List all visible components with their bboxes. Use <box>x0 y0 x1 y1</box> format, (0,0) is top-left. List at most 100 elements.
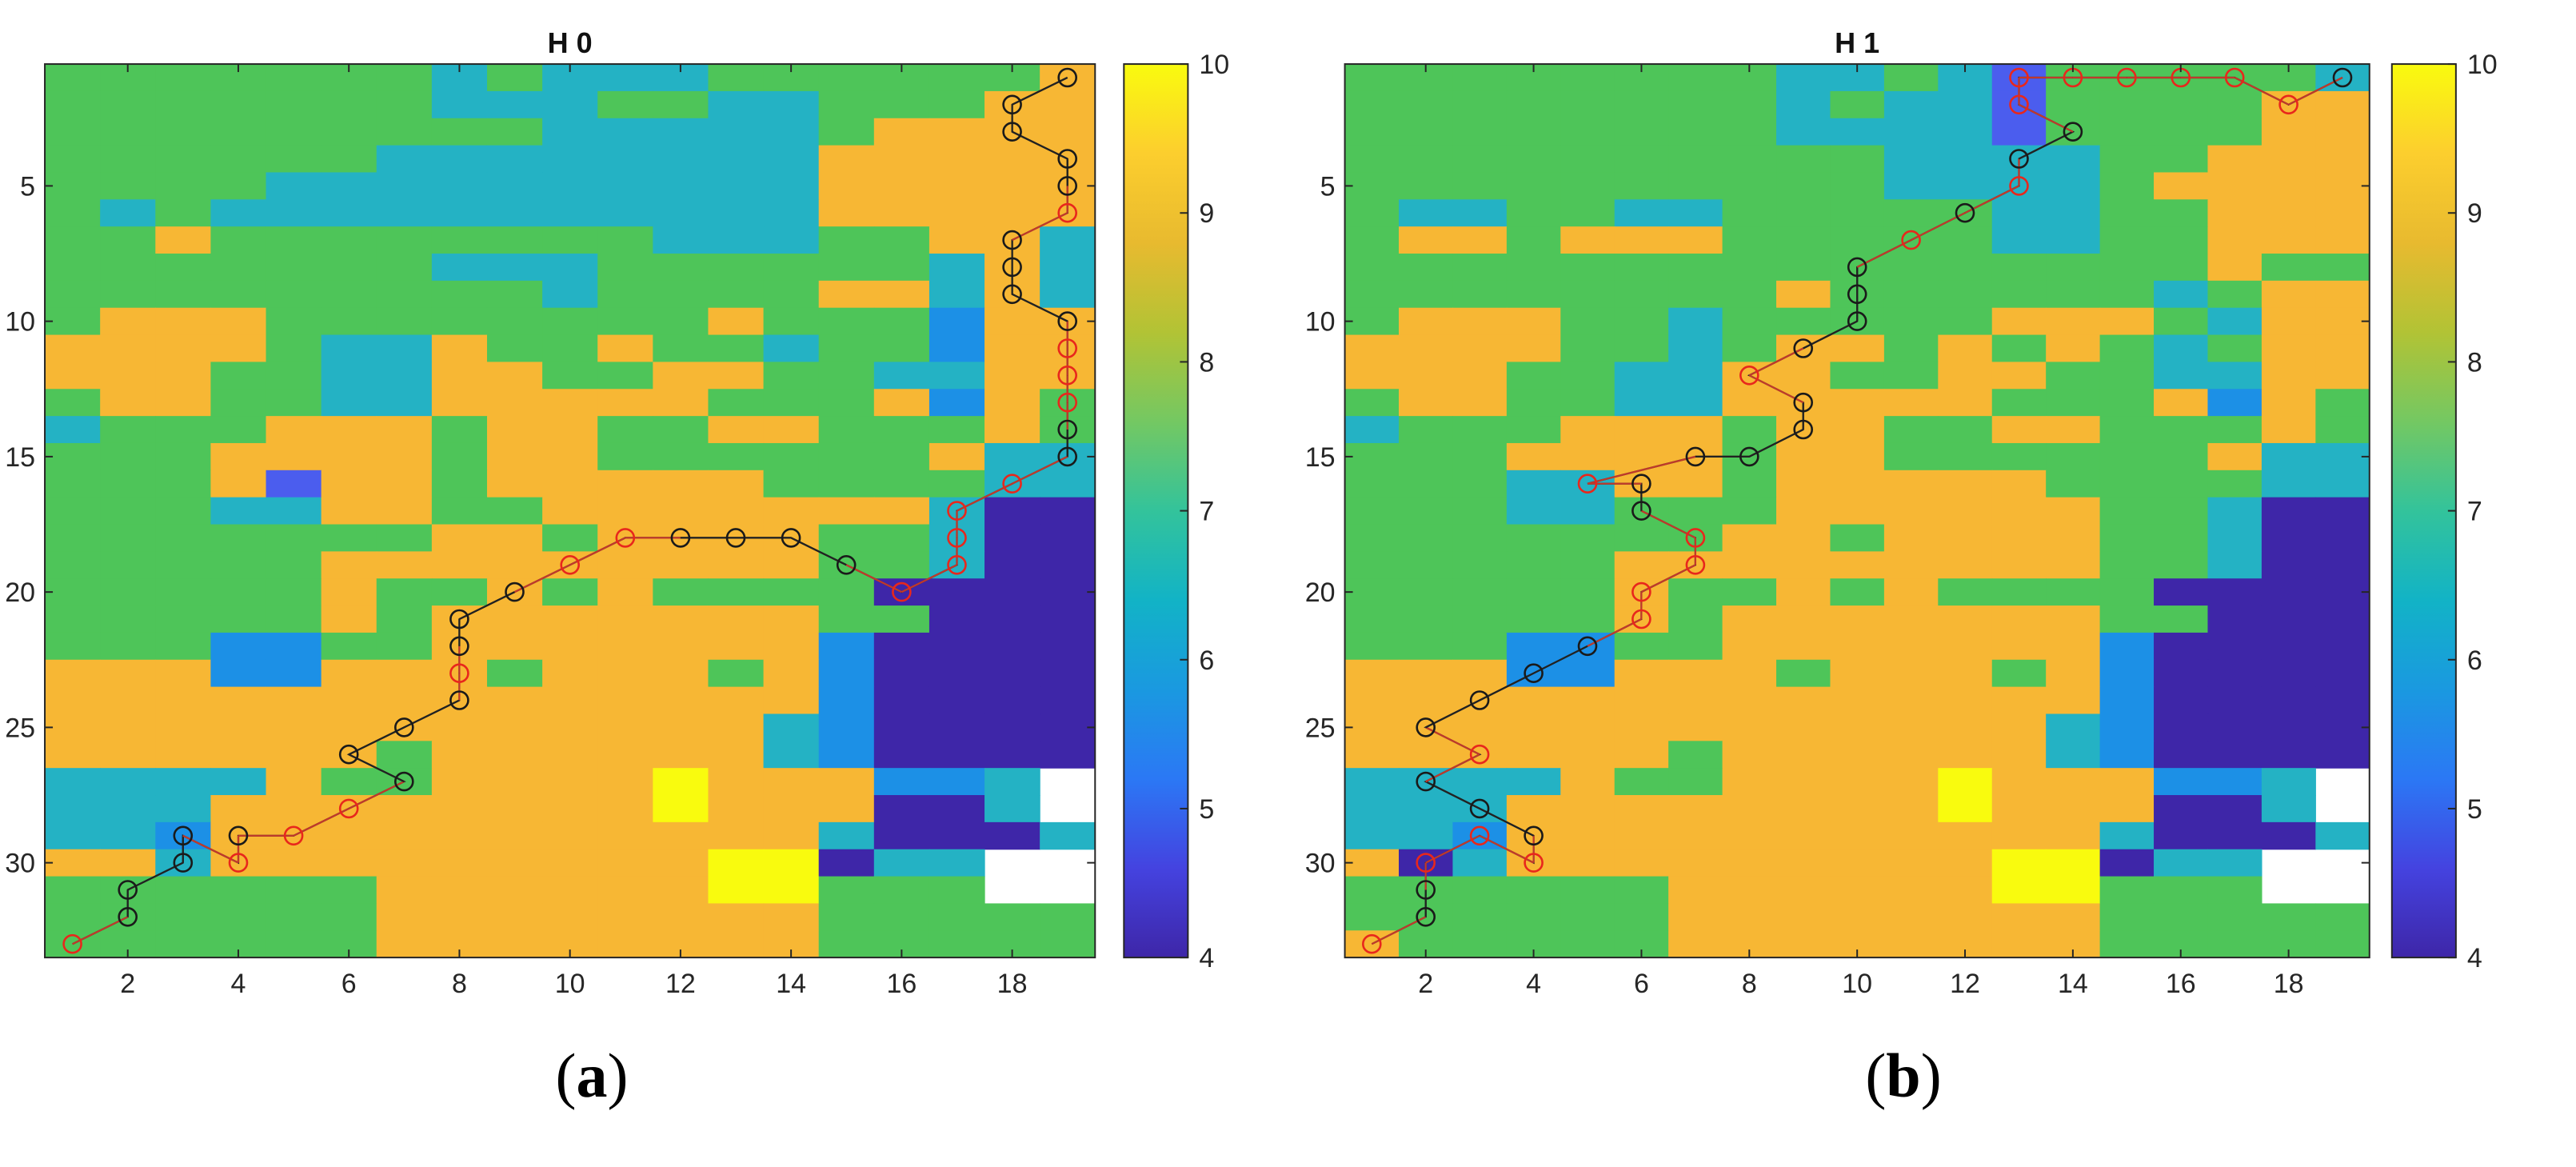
heatmap-cell <box>542 145 598 174</box>
path-marker <box>1685 554 1706 575</box>
heatmap-cell <box>1344 551 1400 579</box>
heatmap-cell <box>431 145 488 174</box>
heatmap-cell <box>542 118 598 146</box>
heatmap-cell <box>1938 821 1993 850</box>
heatmap-cell <box>2154 578 2209 606</box>
heatmap-cell <box>431 768 488 796</box>
heatmap-cell <box>266 226 322 254</box>
heatmap-cell <box>1776 551 1831 579</box>
heatmap-cell <box>1938 605 1993 633</box>
heatmap-cell <box>653 145 709 174</box>
path-marker <box>338 798 359 819</box>
heatmap-cell <box>1614 659 1669 688</box>
heatmap-cell <box>321 90 377 119</box>
heatmap-cell <box>2099 470 2155 498</box>
heatmap-cell <box>708 713 765 741</box>
heatmap-cell <box>486 64 543 92</box>
heatmap-cell <box>210 307 267 336</box>
heatmap-cell <box>1883 470 1939 498</box>
path-segment <box>1479 672 1535 701</box>
heatmap-cell <box>100 118 156 146</box>
heatmap-cell <box>2046 795 2101 823</box>
path-marker <box>1469 690 1490 710</box>
heatmap-cell <box>1883 768 1939 796</box>
heatmap-cell <box>1883 416 1939 444</box>
heatmap-cell <box>929 686 985 715</box>
heatmap-cell <box>376 876 433 905</box>
heatmap-cell <box>1614 849 1669 877</box>
heatmap-cell <box>1399 442 1454 471</box>
heatmap-cell <box>1344 524 1400 552</box>
path-marker <box>228 853 249 873</box>
heatmap-cell <box>1614 524 1669 552</box>
heatmap-cell <box>2207 821 2262 850</box>
heatmap-cell <box>1452 334 1508 363</box>
heatmap-cell <box>763 118 820 146</box>
heatmap-cell <box>1938 280 1993 309</box>
heatmap-cell <box>155 64 212 92</box>
heatmap-cell <box>1399 254 1454 282</box>
heatmap-cell <box>1506 389 1561 417</box>
heatmap-cell <box>2046 90 2101 119</box>
heatmap-cell <box>1722 686 1777 715</box>
heatmap-cell <box>1830 90 1885 119</box>
heatmap-cell <box>486 416 543 444</box>
heatmap-cell <box>1560 524 1615 552</box>
heatmap-cell <box>873 686 930 715</box>
heatmap-cell <box>100 307 156 336</box>
heatmap-cell <box>708 849 765 877</box>
heatmap-cell <box>873 551 930 579</box>
heatmap-cell <box>2046 199 2101 227</box>
heatmap-cell <box>653 903 709 931</box>
heatmap-cell <box>984 632 1040 661</box>
heatmap-cell <box>1668 849 1723 877</box>
heatmap-cell <box>2207 226 2262 254</box>
heatmap-cell <box>873 389 930 417</box>
heatmap-cell <box>708 307 765 336</box>
heatmap-cell <box>2046 226 2101 254</box>
heatmap-cell <box>929 389 985 417</box>
heatmap-cell <box>2261 442 2316 471</box>
path-marker <box>1739 446 1759 467</box>
heatmap-cell <box>1040 632 1096 661</box>
heatmap-cell <box>376 470 433 498</box>
heatmap-cell <box>873 497 930 526</box>
path-marker <box>1685 528 1706 548</box>
path-marker <box>1631 582 1651 602</box>
heatmap-cell <box>2154 90 2209 119</box>
heatmap-cell <box>1614 821 1669 850</box>
heatmap-cell <box>100 497 156 526</box>
path-marker <box>449 690 469 710</box>
caption-open-paren-b: ( <box>1865 1041 1887 1110</box>
path-marker <box>1002 284 1022 305</box>
heatmap-cell <box>597 362 653 390</box>
heatmap-cell <box>1344 118 1400 146</box>
path-marker <box>1524 825 1544 846</box>
heatmap-cell <box>1830 199 1885 227</box>
heatmap-cell <box>1938 254 1993 282</box>
heatmap-cell <box>1776 362 1831 390</box>
heatmap-cell <box>2154 659 2209 688</box>
heatmap-cell <box>1040 551 1096 579</box>
heatmap-cell <box>542 632 598 661</box>
heatmap-cell <box>1344 442 1400 471</box>
path-marker <box>1847 257 1867 278</box>
heatmap-cell <box>1776 605 1831 633</box>
heatmap-cell <box>597 632 653 661</box>
heatmap-cell <box>1883 605 1939 633</box>
path-segment <box>403 699 460 729</box>
heatmap-cell <box>45 686 101 715</box>
x-tick-label: 2 <box>120 969 135 999</box>
heatmap-cell <box>542 90 598 119</box>
path-marker <box>2009 94 2029 115</box>
heatmap-cell <box>1991 849 2047 877</box>
heatmap-cell <box>984 389 1040 417</box>
heatmap-cell <box>763 876 820 905</box>
heatmap-cell <box>155 578 212 606</box>
heatmap-cell <box>486 389 543 417</box>
heatmap-cell <box>2207 199 2262 227</box>
heatmap-cell <box>2046 876 2101 905</box>
heatmap-cell <box>376 442 433 471</box>
heatmap-cell <box>984 416 1040 444</box>
heatmap-cell <box>653 876 709 905</box>
